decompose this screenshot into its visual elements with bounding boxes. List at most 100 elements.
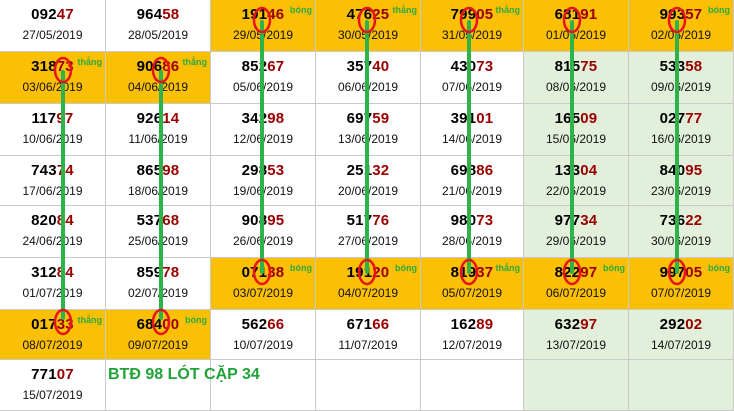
number-head: 342 [241,110,268,127]
number-head: 822 [554,264,581,281]
result-date: 09/07/2019 [127,338,189,352]
result-cell: 98073 28/06/2019 [421,206,524,258]
result-number: 11797 [0,110,105,127]
number-tail: 89 [476,316,494,333]
number-head: 684 [136,316,163,333]
result-number: 98073 [421,212,523,229]
number-head: 562 [241,316,268,333]
number-head: 977 [554,212,581,229]
result-date: 24/06/2019 [22,234,83,248]
number-tail: 97 [580,264,598,281]
match-tag: bóng [290,263,312,273]
result-cell: 51776 27/06/2019 [316,206,421,258]
result-date: 08/06/2019 [545,80,607,94]
number-tail: 38 [267,264,285,281]
result-cell: 84095 23/06/2019 [629,156,734,206]
result-number: 97734 [524,212,628,229]
result-date: 11/07/2019 [338,338,398,352]
number-head: 162 [450,316,477,333]
number-head: 092 [31,6,57,23]
number-head: 292 [659,316,686,333]
result-date: 08/07/2019 [22,338,83,352]
result-cell: 16509 15/06/2019 [524,104,629,156]
number-tail: 76 [372,212,390,229]
number-tail: 04 [580,162,598,179]
result-number: 51776 [316,212,420,229]
result-cell: 63297 13/07/2019 [524,310,629,360]
match-tag: bóng [603,263,625,273]
number-tail: 78 [162,264,180,281]
result-cell: 19120 04/07/2019 bóng [316,258,421,310]
result-number: 82084 [0,212,105,229]
result-number: 31284 [0,264,105,281]
number-head: 997 [659,264,686,281]
number-head: 852 [241,58,268,75]
match-tag: bóng [708,5,730,15]
result-date: 04/06/2019 [127,80,189,94]
number-head: 632 [554,316,581,333]
result-date: 15/06/2019 [545,132,607,146]
number-head: 819 [450,264,477,281]
result-cell: 43073 07/06/2019 [421,52,524,104]
result-cell: 39101 14/06/2019 [421,104,524,156]
number-head: 027 [659,110,686,127]
result-cell: 07138 03/07/2019 bóng [211,258,316,310]
number-head: 191 [241,6,268,23]
number-head: 815 [554,58,581,75]
match-tag: thẳng [495,263,521,273]
result-cell: 86598 18/06/2019 [106,156,211,206]
number-head: 799 [450,6,477,23]
result-cell: 68400 09/07/2019 bóng [106,310,211,360]
number-tail: 74 [56,162,74,179]
result-cell: 90686 04/06/2019 thẳng [106,52,211,104]
result-number: 85267 [211,58,315,75]
number-tail: 77 [685,110,703,127]
number-head: 517 [346,212,373,229]
result-number: 02777 [629,110,733,127]
number-head: 117 [31,110,57,127]
result-number: 63297 [524,316,628,333]
result-number: 81575 [524,58,628,75]
result-date: 17/06/2019 [22,184,83,198]
result-number: 67166 [316,316,420,333]
result-number: 84095 [629,162,733,179]
number-tail: 40 [372,58,390,75]
number-tail: 09 [580,110,598,127]
result-date: 05/07/2019 [441,286,503,300]
result-cell: 56266 10/07/2019 [211,310,316,360]
result-cell: 82084 24/06/2019 [0,206,106,258]
number-tail: 98 [267,110,285,127]
match-tag: thẳng [77,315,103,325]
number-head: 191 [346,264,373,281]
number-tail: 58 [685,58,703,75]
number-tail: 57 [685,6,703,23]
result-cell: 67166 11/07/2019 [316,310,421,360]
result-cell: 97734 29/06/2019 [524,206,629,258]
number-tail: 05 [476,6,494,23]
number-head: 859 [136,264,163,281]
result-cell [629,360,734,411]
result-date: 21/06/2019 [441,184,503,198]
number-head: 736 [659,212,686,229]
number-tail: 00 [162,316,180,333]
result-cell: 69886 21/06/2019 [421,156,524,206]
number-head: 980 [450,212,477,229]
result-date: 07/07/2019 [650,286,712,300]
result-cell: 81937 05/07/2019 thẳng [421,258,524,310]
result-date: 10/06/2019 [22,132,83,146]
result-date: 14/07/2019 [650,338,712,352]
result-cell: 11797 10/06/2019 [0,104,106,156]
number-tail: 25 [372,6,390,23]
number-tail: 73 [56,58,74,75]
number-head: 906 [136,58,163,75]
result-cell: 29853 19/06/2019 [211,156,316,206]
number-head: 771 [31,366,57,383]
result-number: 16289 [421,316,523,333]
number-head: 964 [136,6,163,23]
number-head: 071 [241,264,268,281]
match-tag: bóng [708,263,730,273]
match-tag: bóng [290,5,312,15]
result-number: 90895 [211,212,315,229]
result-cell [316,360,421,411]
result-cell [524,360,629,411]
